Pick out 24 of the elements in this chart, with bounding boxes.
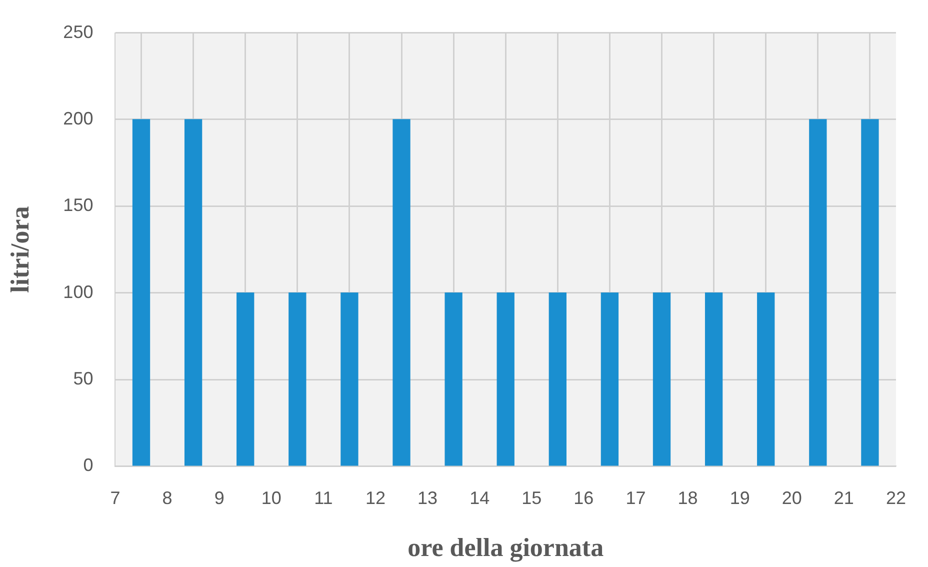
y-tick-label: 250 <box>63 22 94 42</box>
x-axis-title: ore della giornata <box>408 533 604 562</box>
y-tick-label: 200 <box>63 108 94 128</box>
y-tick-label: 0 <box>83 455 94 476</box>
x-tick-label: 21 <box>834 488 854 508</box>
x-tick-label: 22 <box>886 488 906 508</box>
x-tick-label: 12 <box>365 488 386 508</box>
x-tick-label: 17 <box>626 488 646 508</box>
x-tick-label: 16 <box>574 488 594 508</box>
y-tick-label: 50 <box>73 368 94 388</box>
x-tick-label: 14 <box>470 488 490 508</box>
x-tick-label: 10 <box>261 488 282 508</box>
x-tick-label: 9 <box>214 488 224 508</box>
y-axis-title: litri/ora <box>5 206 34 293</box>
x-tick-label: 15 <box>522 488 542 508</box>
x-tick-label: 11 <box>314 488 333 508</box>
x-tick-label: 18 <box>678 488 698 508</box>
x-tick-label: 19 <box>730 488 750 508</box>
x-tick-label: 8 <box>162 488 172 508</box>
y-tick-label: 100 <box>63 282 94 302</box>
x-tick-label: 7 <box>110 488 120 508</box>
y-tick-label: 150 <box>63 195 94 216</box>
x-tick-label: 13 <box>418 488 438 508</box>
x-tick-label: 20 <box>782 488 802 508</box>
